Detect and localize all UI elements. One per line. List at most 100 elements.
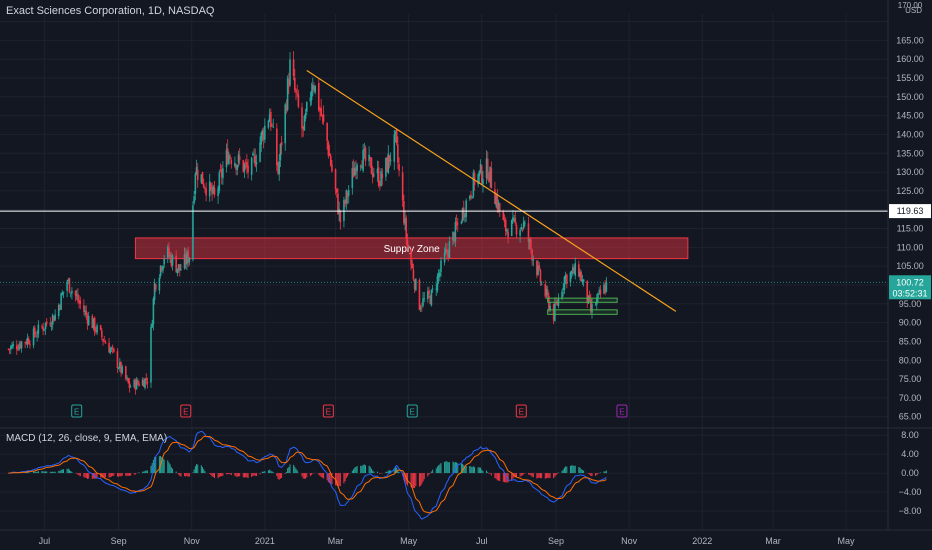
candle-body bbox=[351, 168, 354, 188]
candle-body bbox=[590, 299, 592, 312]
candle-body bbox=[539, 270, 542, 283]
candle-body bbox=[430, 290, 433, 306]
candle-body bbox=[141, 379, 144, 386]
candle-body bbox=[235, 164, 237, 170]
candle-body bbox=[546, 289, 549, 296]
candle-body bbox=[75, 295, 78, 297]
candle-body bbox=[162, 265, 164, 271]
candle-body bbox=[120, 361, 122, 374]
price-tick-label: 70.00 bbox=[899, 393, 922, 403]
candle-body bbox=[27, 338, 30, 345]
candle-body bbox=[7, 348, 10, 350]
candle-body bbox=[540, 283, 543, 285]
price-tick-label: 115.00 bbox=[897, 224, 924, 234]
candle-body bbox=[446, 248, 448, 253]
candle-body bbox=[74, 290, 77, 296]
candle-body bbox=[304, 113, 307, 119]
time-tick-label: May bbox=[400, 536, 418, 546]
candle-body bbox=[277, 163, 279, 174]
support-box bbox=[547, 297, 618, 303]
candle-body bbox=[371, 172, 374, 178]
chart-title: Exact Sciences Corporation, 1D, NASDAQ bbox=[6, 5, 215, 17]
candle-body bbox=[187, 250, 189, 263]
candle-body bbox=[314, 85, 316, 93]
candle-body bbox=[208, 181, 211, 197]
candle-body bbox=[502, 211, 505, 221]
candle-body bbox=[520, 226, 523, 230]
price-tick-label: 170.00 bbox=[898, 1, 923, 10]
candle-body bbox=[362, 150, 364, 171]
price-tick-label: 75.00 bbox=[899, 374, 922, 384]
candle-body bbox=[218, 172, 221, 191]
candle-body bbox=[61, 292, 64, 295]
candle-body bbox=[564, 275, 567, 279]
candle-body bbox=[44, 322, 47, 329]
candle-body bbox=[389, 159, 392, 161]
candle-body bbox=[163, 258, 165, 265]
candle-body bbox=[335, 188, 338, 193]
candle-body bbox=[15, 345, 18, 350]
candle-body bbox=[555, 302, 557, 304]
candle-body bbox=[521, 228, 524, 230]
candle-body bbox=[77, 293, 79, 301]
candle-body bbox=[429, 295, 432, 304]
candle-body bbox=[45, 321, 48, 324]
earnings-marker-label: E bbox=[410, 408, 415, 417]
candle-body bbox=[355, 167, 357, 174]
candle-body bbox=[17, 349, 19, 351]
candle-body bbox=[462, 207, 465, 218]
candle-body bbox=[470, 194, 472, 197]
candle-body bbox=[36, 335, 38, 337]
candle-body bbox=[79, 300, 82, 304]
candle-body bbox=[321, 114, 324, 116]
candle-body bbox=[465, 200, 467, 218]
candle-body bbox=[225, 149, 228, 168]
candle-body bbox=[262, 131, 265, 140]
candle-body bbox=[549, 305, 551, 311]
candle-body bbox=[422, 298, 424, 306]
candle-body bbox=[594, 304, 597, 306]
candle-body bbox=[403, 200, 405, 224]
candle-body bbox=[220, 169, 223, 178]
candle-body bbox=[280, 141, 283, 146]
candle-body bbox=[134, 380, 137, 390]
price-tick-label: 140.00 bbox=[896, 129, 924, 139]
earnings-marker bbox=[515, 404, 527, 418]
candle-body bbox=[507, 231, 509, 238]
time-tick-label: Jul bbox=[39, 536, 51, 546]
candle-body bbox=[482, 179, 484, 185]
candle-body bbox=[339, 210, 342, 223]
candle-body bbox=[421, 306, 423, 308]
candle-body bbox=[222, 168, 224, 179]
candle-body bbox=[268, 114, 271, 122]
candle-body bbox=[33, 327, 36, 336]
macd-tick-label: −4.00 bbox=[899, 487, 922, 497]
candle-body bbox=[247, 165, 249, 173]
candle-body bbox=[211, 187, 213, 195]
candle-body bbox=[272, 126, 275, 128]
candle-body bbox=[363, 149, 366, 151]
candle-body bbox=[271, 125, 273, 126]
candle-body bbox=[346, 192, 349, 198]
candle-body bbox=[53, 316, 55, 322]
candle-body bbox=[85, 310, 88, 316]
candle-body bbox=[49, 322, 52, 326]
candle-body bbox=[419, 308, 422, 309]
candle-body bbox=[569, 272, 572, 283]
candle-body bbox=[261, 130, 264, 136]
earnings-marker bbox=[322, 404, 334, 418]
candle-body bbox=[178, 264, 181, 271]
candle-body bbox=[454, 222, 457, 242]
resistance-trendline bbox=[306, 69, 677, 312]
candle-body bbox=[397, 144, 399, 163]
candle-body bbox=[175, 255, 177, 273]
candle-body bbox=[552, 304, 555, 321]
candle-body bbox=[125, 366, 127, 379]
candle-body bbox=[599, 289, 602, 295]
time-tick-label: Sep bbox=[548, 536, 564, 546]
candle-body bbox=[515, 225, 518, 235]
time-tick-label: 2022 bbox=[692, 536, 712, 546]
candle-body bbox=[498, 203, 501, 212]
